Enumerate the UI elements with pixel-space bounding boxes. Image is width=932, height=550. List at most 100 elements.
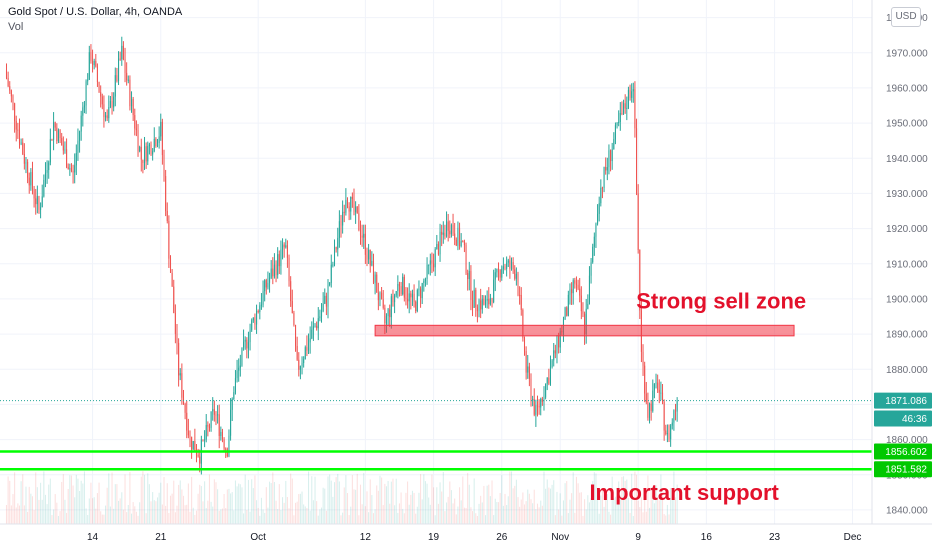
candle-body [43, 179, 45, 197]
volume-bar [350, 506, 352, 524]
volume-bar [472, 511, 474, 524]
volume-bar [397, 512, 399, 524]
volume-indicator-label[interactable]: Vol [8, 21, 24, 33]
candle-body [74, 165, 76, 173]
candle-body [259, 305, 261, 313]
volume-bar [207, 500, 209, 524]
volume-bar [95, 508, 97, 524]
volume-bar [433, 487, 435, 524]
volume-bar [40, 482, 42, 524]
volume-bar [372, 513, 375, 524]
candle-body [433, 263, 435, 268]
volume-bar [650, 487, 652, 524]
candle-body [606, 167, 608, 171]
candle-body [402, 276, 404, 295]
volume-bar [629, 512, 631, 524]
volume-bar [640, 497, 642, 524]
volume-bar [17, 503, 19, 524]
volume-bar [506, 505, 508, 524]
volume-bar [484, 515, 487, 524]
volume-bar [644, 499, 646, 524]
volume-bar [510, 471, 513, 524]
volume-bar [639, 507, 641, 524]
candle-body [308, 342, 310, 351]
volume-bar [187, 483, 189, 524]
candle-body [356, 206, 358, 214]
candle-body [426, 264, 428, 279]
candle-body [460, 241, 462, 247]
volume-bar [400, 492, 402, 524]
volume-bar [361, 504, 363, 524]
volume-bar [525, 501, 527, 524]
volume-bar [38, 499, 40, 524]
candle-body [603, 167, 605, 188]
candle-body [631, 91, 633, 98]
volume-bar [249, 511, 251, 524]
volume-bar [96, 493, 98, 524]
candle-body [390, 296, 392, 318]
candle-body [439, 231, 441, 255]
candle-body [665, 430, 667, 434]
candle-body [389, 309, 391, 318]
volume-bar [127, 505, 129, 524]
candle-body [134, 115, 136, 129]
volume-bar [665, 515, 667, 524]
candle-body [295, 325, 297, 347]
volume-bar [520, 499, 522, 524]
candle-body [197, 454, 199, 457]
volume-bar [280, 509, 282, 524]
candle-body [330, 264, 332, 283]
volume-bar [410, 494, 412, 524]
volume-bar [618, 481, 620, 524]
price-tag [874, 461, 932, 478]
currency-button[interactable]: USD [891, 7, 921, 27]
candle-body [158, 136, 160, 143]
volume-bar [269, 481, 271, 524]
candle-body [124, 59, 126, 73]
candle-body [569, 289, 571, 295]
volume-bar [441, 491, 443, 524]
candle-body [291, 301, 293, 314]
volume-bar [342, 512, 344, 524]
volume-bar [556, 491, 558, 524]
volume-bar [98, 482, 100, 524]
candle-body [355, 206, 357, 213]
candle-body [629, 89, 631, 98]
candle-body [210, 411, 212, 428]
volume-bar [9, 480, 11, 524]
candle-body [514, 269, 516, 279]
candle-body [671, 422, 673, 426]
candle-body [270, 268, 272, 278]
volume-bar [364, 506, 366, 524]
volume-bar [298, 494, 300, 524]
candle-body [105, 115, 107, 118]
candle-body [616, 122, 618, 126]
volume-bar [512, 488, 514, 524]
candle-body [273, 264, 275, 277]
candle-body [126, 72, 128, 81]
volume-bar [355, 489, 357, 524]
volume-bar [403, 513, 405, 524]
volume-bar [489, 496, 491, 524]
volume-bar [480, 495, 482, 524]
candles [5, 36, 678, 475]
candle-body [150, 144, 152, 155]
volume-bar [27, 511, 29, 524]
candle-body [621, 112, 623, 114]
candle-body [415, 301, 417, 311]
volume-bar [200, 486, 202, 524]
volume-bar [329, 474, 331, 524]
candle-body [337, 237, 339, 250]
candle-body [528, 366, 530, 379]
volume-bar [166, 483, 168, 524]
volume-bar [44, 494, 46, 524]
candle-body [10, 90, 12, 97]
volume-bar [475, 513, 477, 524]
symbol-title[interactable]: Gold Spot / U.S. Dollar, 4h, OANDA [8, 6, 183, 18]
volume-bar [277, 508, 279, 524]
volume-bar [497, 502, 500, 524]
volume-bar [634, 471, 636, 524]
volume-bar [673, 471, 675, 524]
volume-bar [623, 476, 625, 524]
